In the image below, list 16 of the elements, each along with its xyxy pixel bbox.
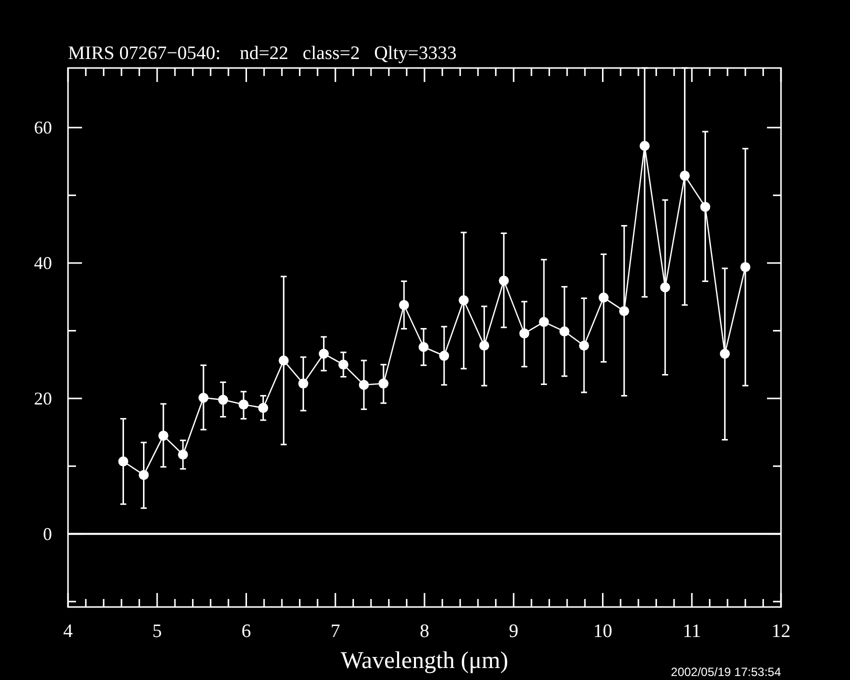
x-tick-label: 6 [242, 621, 251, 642]
y-tick-label: 60 [34, 118, 52, 138]
y-tick-label: 40 [34, 253, 52, 274]
text: 2002/05/19 17:53:54 [670, 665, 782, 679]
x-tick-label: 10 [593, 621, 612, 642]
x-tick-label: 8 [420, 621, 430, 642]
x-tick-label: 12 [772, 621, 790, 642]
x-tick-label: 4 [63, 621, 74, 642]
chart-title: MIRS 07267−0540: nd=22 class=2 Qlty=3333 [68, 43, 457, 64]
x-tick-label: 7 [330, 621, 340, 642]
y-tick-label: 0 [43, 524, 52, 544]
x-axis-title: Wavelength (μm) [340, 648, 508, 674]
x-tick-label: 9 [508, 621, 518, 642]
x-tick-label: 11 [682, 621, 702, 642]
y-tick-label: 20 [34, 388, 52, 408]
x-tick-label: 5 [152, 621, 162, 642]
